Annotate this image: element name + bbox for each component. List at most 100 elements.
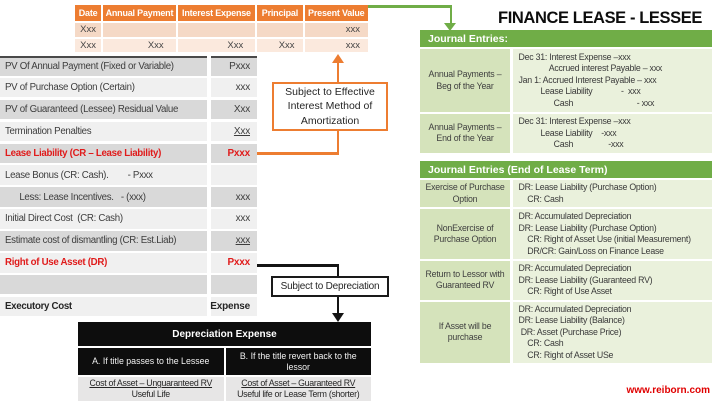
journal-row-entries: DR: Accumulated Depreciation DR: Lease L… [512,261,712,300]
row-value: xxx [211,187,257,207]
callout-subject-to-depreciation: Subject to Depreciation [271,276,389,297]
column-header-date: Date [75,5,102,21]
row-value: Expense [210,296,257,317]
amortization-table-header-row: Date Annual Payment Interest Expense Pri… [75,5,368,21]
table-row: If Asset will be purchase DR: Accumulate… [420,301,712,363]
website-link: www.reiborn.com [626,385,710,396]
row-label: Termination Penalties [0,121,207,142]
formula-numerator: Cost of Asset – Unguaranteed RV [89,378,213,388]
journal-row-entries: DR: Accumulated Depreciation DR: Lease L… [512,301,712,363]
table-row: Xxx xxx [75,23,368,37]
row-value: xxx [211,231,257,251]
row-label: Executory Cost [0,296,207,317]
connector-green-horizontal [368,5,452,8]
table-row: Termination Penalties Xxx [0,121,257,142]
table-row: PV of Guaranteed (Lessee) Residual Value… [0,99,257,120]
depreciation-expense-table: Depreciation Expense A. If title passes … [78,322,371,401]
lease-measurement-table: PV Of Annual Payment (Fixed or Variable)… [0,56,257,319]
row-label: PV Of Annual Payment (Fixed or Variable) [0,56,207,76]
cell-interest-expense [177,23,256,37]
journal-row-entries: DR: Accumulated Depreciation DR: Lease L… [512,209,712,259]
row-value [211,274,257,295]
depreciation-table-title: Depreciation Expense [78,322,371,346]
journal-row-entries: Dec 31: Interest Expense –xxx Lease Liab… [512,114,712,153]
journal-row-label: Return to Lessor with Guaranteed RV [420,261,510,300]
table-row: Return to Lessor with Guaranteed RV DR: … [420,261,712,300]
journal-entries-end-table: Journal Entries (End of Lease Term) Exer… [420,161,712,365]
col-a-formula: Cost of Asset – Unguaranteed RV Useful L… [78,377,224,401]
table-row: Estimate cost of dismantling (CR: Est.Li… [0,231,257,251]
journal-row-label: Annual Payments – End of the Year [420,114,510,153]
depreciation-table-headers: A. If title passes to the Lessee B. If t… [78,348,371,375]
row-label [0,274,207,295]
table-row: Exercise of Purchase Option DR: Lease Li… [420,180,712,207]
journal-row-entries: DR: Lease Liability (Purchase Option) CR… [512,180,712,207]
row-label: Right of Use Asset (DR) [0,253,207,273]
row-label: Less: Lease Incentives. - (xxx) [0,187,207,207]
table-row: Initial Direct Cost (CR: Cash) xxx [0,209,257,229]
cell-date: Xxx [75,23,102,37]
column-header-interest-expense: Interest Expense [177,5,256,21]
column-header-principal: Principal [257,5,303,21]
cell-principal [257,23,303,37]
journal-entries-end-header: Journal Entries (End of Lease Term) [420,161,712,178]
row-label: PV of Purchase Option (Certain) [0,77,207,98]
formula-denominator: Useful life or Lease Term (shorter) [237,389,360,399]
callout-effective-interest-method: Subject to Effective Interest Method of … [272,82,388,131]
journal-entries-table: Journal Entries: Annual Payments – Beg o… [420,30,712,155]
row-value [211,165,257,185]
arrow-up-icon [332,54,344,63]
col-b-formula: Cost of Asset – Guaranteed RV Useful lif… [225,377,371,401]
table-row: Annual Payments – End of the Year Dec 31… [420,114,712,153]
journal-row-label: If Asset will be purchase [420,301,510,363]
table-row-lease-liability: Lease Liability (CR – Lease Liability) P… [0,143,257,164]
table-row-executory-cost: Executory Cost Expense [0,296,257,317]
column-header-annual-payment: Annual Payment [103,5,176,21]
row-label: Initial Direct Cost (CR: Cash) [0,209,207,229]
underlined-value: Xxx [233,125,250,137]
row-label: Lease Bonus (CR: Cash). - Pxxx [0,165,207,185]
depreciation-table-formulas: Cost of Asset – Unguaranteed RV Useful L… [78,377,371,401]
table-row: PV of Purchase Option (Certain) xxx [0,77,257,98]
table-row-right-of-use-asset: Right of Use Asset (DR) Pxxx [0,253,257,273]
cell-interest-expense: Xxx [177,38,256,52]
journal-entries-header: Journal Entries: [420,30,712,47]
table-row: PV Of Annual Payment (Fixed or Variable)… [0,56,257,76]
formula-numerator: Cost of Asset – Guaranteed RV [241,378,356,388]
table-row: Xxx Xxx Xxx Xxx xxx [75,38,368,52]
table-row: NonExercise of Purchase Option DR: Accum… [420,209,712,259]
table-row: Less: Lease Incentives. - (xxx) xxx [0,187,257,207]
arrow-down-icon [332,313,344,322]
underlined-value: xxx [235,235,251,247]
row-label: Estimate cost of dismantling (CR: Est.Li… [0,231,207,251]
row-value: Pxxx [211,143,257,164]
journal-row-label: Annual Payments – Beg of the Year [420,49,510,112]
row-value: xxx [211,209,257,229]
journal-row-label: NonExercise of Purchase Option [420,209,510,259]
cell-principal: Xxx [257,38,303,52]
table-row: Lease Bonus (CR: Cash). - Pxxx [0,165,257,185]
connector-green-vertical [449,5,452,24]
row-value: Xxx [211,121,257,142]
row-value: xxx [211,77,257,98]
row-label: PV of Guaranteed (Lessee) Residual Value [0,99,207,120]
cell-annual-payment [103,23,176,37]
row-label: Lease Liability (CR – Lease Liability) [0,143,207,164]
cell-annual-payment: Xxx [103,38,176,52]
table-row: Annual Payments – Beg of the Year Dec 31… [420,49,712,112]
page-title: FINANCE LEASE - LESSEE [498,9,702,27]
amortization-schedule-table: Date Annual Payment Interest Expense Pri… [75,5,368,54]
cell-present-value: xxx [304,38,368,52]
row-value: Pxxx [211,253,257,273]
column-header-present-value: Present Value [304,5,368,21]
row-value: Pxxx [211,56,257,76]
table-row-empty [0,274,257,295]
connector-orange-horizontal [257,152,339,155]
col-b-header: B. If the title revert back to the lesso… [225,348,371,375]
formula-denominator: Useful Life [131,389,171,399]
arrow-down-icon [444,23,456,31]
journal-row-label: Exercise of Purchase Option [420,180,510,207]
cell-date: Xxx [75,38,102,52]
journal-row-entries: Dec 31: Interest Expense –xxx Accrued in… [512,49,712,112]
